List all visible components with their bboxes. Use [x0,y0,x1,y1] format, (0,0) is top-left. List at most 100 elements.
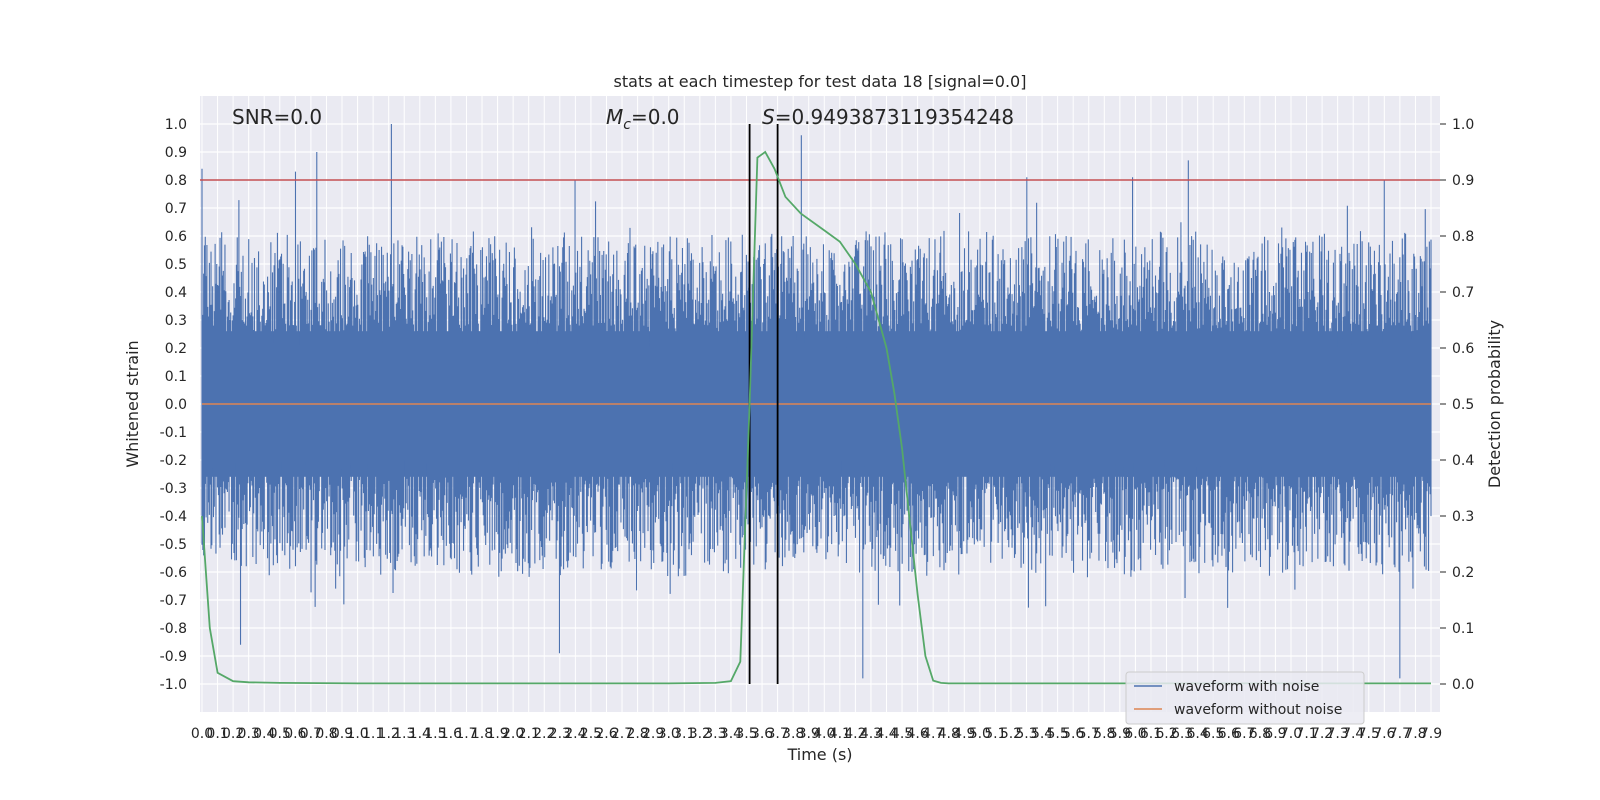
x-tick-label: 7.5 [1358,726,1380,742]
y-tick-label: -0.2 [160,453,187,469]
y-tick-label: -0.1 [160,425,187,441]
x-tick-label: 6.1 [1140,726,1162,742]
y-axis-label: Whitened strain [123,340,142,467]
x-tick-label: 4.9 [953,726,975,742]
x-tick-label: 6.0 [1124,726,1146,742]
x-tick-label: 7.9 [1420,726,1442,742]
y2-tick-label: 1.0 [1452,117,1474,133]
legend-label-clean: waveform without noise [1174,702,1342,718]
x-tick-label: 7.7 [1389,726,1411,742]
x-tick-label: 0.4 [253,726,275,742]
detection-probability-line [201,150,1431,685]
x-tick-label: 1.3 [393,726,415,742]
s-symbol: S [762,105,775,129]
y-tick-label: 0.1 [165,369,187,385]
y-tick-label: -0.5 [160,537,187,553]
x-tick-label: 1.4 [409,726,431,742]
y2-tick-label: 0.6 [1452,341,1474,357]
x-tick-label: 6.6 [1218,726,1240,742]
x-tick-label: 6.3 [1171,726,1193,742]
x-tick-label: 2.0 [502,726,524,742]
x-tick-label: 4.3 [860,726,882,742]
y2-tick-label: 0.8 [1452,229,1474,245]
x-tick-label: 1.6 [440,726,462,742]
x-tick-label: 6.8 [1249,726,1271,742]
x-tick-label: 6.4 [1187,726,1209,742]
x-tick-label: 6.2 [1155,726,1177,742]
x-tick-label: 5.7 [1078,726,1100,742]
y2-tick-label: 0.1 [1452,621,1474,637]
x-tick-label: 1.8 [471,726,493,742]
x-tick-label: 5.9 [1109,726,1131,742]
y-tick-label: -0.4 [160,509,187,525]
x-tick-label: 5.6 [1062,726,1084,742]
y2-tick-label: 0.3 [1452,509,1474,525]
x-tick-label: 5.2 [1000,726,1022,742]
x-tick-label: 2.4 [564,726,586,742]
x-tick-label: 0.7 [300,726,322,742]
x-tick-label: 4.7 [922,726,944,742]
y-tick-label: -0.7 [160,593,187,609]
y-tick-label: 0.3 [165,313,187,329]
x-tick-label: 3.4 [720,726,742,742]
x-tick-label: 5.0 [969,726,991,742]
s-value: =0.9493873119354248 [775,105,1014,129]
legend-box [1125,671,1365,725]
y-tick-label: 0.9 [165,145,187,161]
legend-label-noise: waveform with noise [1174,679,1319,695]
snr-annotation: SNR=0.0 [232,105,322,129]
chart-title: stats at each timestep for test data 18 … [614,72,1027,91]
x-tick-label: 0.9 [331,726,353,742]
y-tick-label: 1.0 [165,117,187,133]
x-tick-label: 7.4 [1342,726,1364,742]
y-tick-label: 0.7 [165,201,187,217]
x-tick-label: 1.0 [346,726,368,742]
x-tick-label: 6.9 [1264,726,1286,742]
x-axis-label: Time (s) [786,745,852,764]
y-tick-label: -1.0 [160,677,187,693]
x-tick-label: 1.1 [362,726,384,742]
y-tick-label: -0.9 [160,649,187,665]
y-tick-label: 0.2 [165,341,187,357]
x-tick-label: 4.2 [844,726,866,742]
x-tick-label: 3.5 [735,726,757,742]
x-tick-label: 3.0 [658,726,680,742]
x-tick-label: 2.5 [580,726,602,742]
x-tick-label: 0.6 [284,726,306,742]
x-tick-label: 1.5 [424,726,446,742]
x-tick-label: 7.3 [1327,726,1349,742]
x-tick-label: 1.7 [455,726,477,742]
y-tick-label: -0.3 [160,481,187,497]
y-tick-label: 0.0 [165,397,187,413]
y2-tick-label: 0.0 [1452,677,1474,693]
x-tick-label: 0.2 [222,726,244,742]
x-tick-label: 2.9 [642,726,664,742]
x-tick-label: 4.6 [906,726,928,742]
x-tick-label: 2.6 [595,726,617,742]
x-tick-label: 3.2 [689,726,711,742]
x-tick-label: 3.8 [782,726,804,742]
x-tick-label: 7.0 [1280,726,1302,742]
y-tick-label: 0.6 [165,229,187,245]
x-tick-label: 7.8 [1404,726,1426,742]
x-tick-label: 2.8 [626,726,648,742]
x-tick-label: 4.4 [875,726,897,742]
y2-tick-label: 0.9 [1452,173,1474,189]
x-tick-label: 1.9 [486,726,508,742]
x-tick-label: 3.3 [704,726,726,742]
x-tick-label: 4.5 [891,726,913,742]
y-tick-label: 0.4 [165,285,187,301]
y-tick-label: -0.8 [160,621,187,637]
x-tick-label: 3.1 [673,726,695,742]
x-tick-label: 5.4 [1031,726,1053,742]
y2-tick-label: 0.2 [1452,565,1474,581]
y2-tick-label: 0.7 [1452,285,1474,301]
y2-tick-label: 0.5 [1452,397,1474,413]
x-tick-label: 0.3 [238,726,260,742]
x-tick-label: 0.8 [315,726,337,742]
mc-symbol: M [606,105,623,129]
x-tick-label: 0.0 [191,726,213,742]
x-tick-label: 4.8 [938,726,960,742]
x-tick-label: 2.2 [533,726,555,742]
